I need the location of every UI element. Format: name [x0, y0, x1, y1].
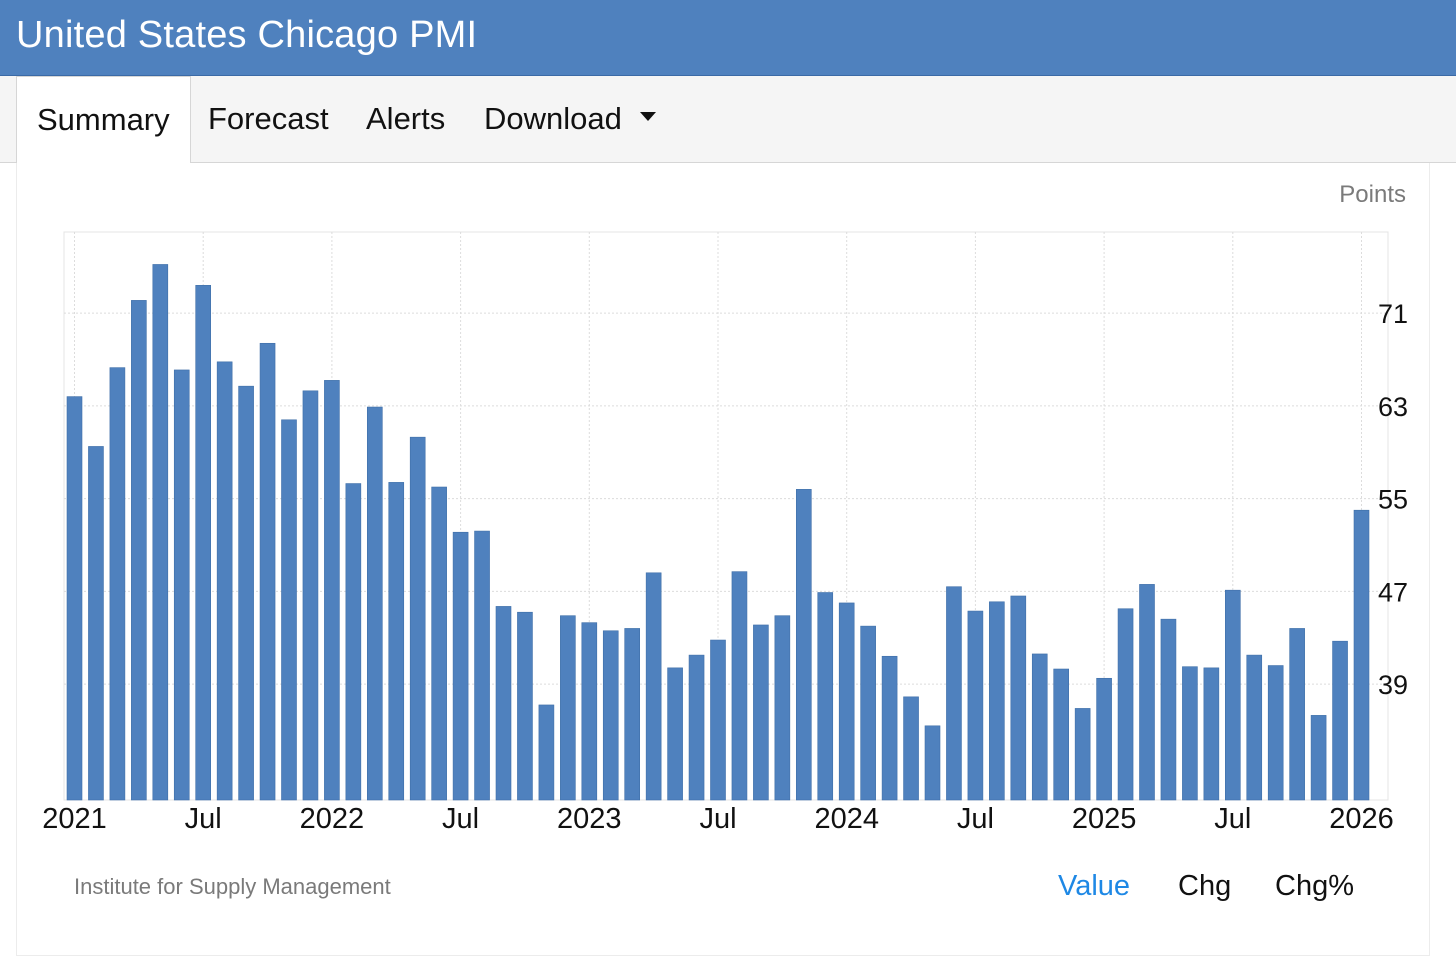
- bar: [1160, 618, 1177, 801]
- bar: [774, 615, 791, 801]
- bar: [538, 704, 555, 801]
- bar: [66, 396, 83, 801]
- x-tick-label: Jul: [185, 803, 222, 835]
- bar: [1031, 653, 1048, 801]
- bar-chart: 39 47 55 63 71 2021 Jul 2022 Jul 2023 Jul 2024 Jul 20…: [42, 181, 1408, 835]
- bar: [1182, 666, 1198, 801]
- bar: [409, 436, 426, 801]
- bar: [645, 572, 662, 801]
- value-option[interactable]: Value: [1058, 870, 1131, 902]
- x-tick-label: Jul: [957, 803, 994, 835]
- bar: [431, 486, 447, 801]
- bar: [581, 622, 598, 801]
- bar: [131, 300, 147, 801]
- bar: [1010, 595, 1027, 801]
- tab-summary-label: Summary: [37, 102, 170, 137]
- bar: [1053, 668, 1069, 801]
- tab-download[interactable]: Download: [484, 76, 656, 162]
- bar: [1074, 708, 1091, 801]
- bar: [1267, 665, 1284, 801]
- bar: [173, 369, 190, 801]
- bar: [967, 610, 984, 801]
- bar: [1310, 715, 1327, 801]
- tab-forecast-label: Forecast: [208, 101, 329, 136]
- bar: [860, 625, 876, 801]
- tab-summary[interactable]: Summary: [16, 76, 191, 163]
- x-tick-label: 2021: [42, 803, 107, 835]
- bar: [924, 725, 941, 801]
- bar: [388, 482, 405, 801]
- bar: [795, 489, 812, 801]
- x-tick-label: 2024: [814, 803, 879, 835]
- y-tick-label: 39: [1378, 670, 1408, 700]
- bar: [817, 592, 834, 801]
- bar: [195, 285, 211, 801]
- y-tick-label: 71: [1378, 299, 1408, 329]
- bar: [517, 611, 533, 801]
- bar: [495, 606, 512, 801]
- x-tick-label: 2026: [1329, 803, 1394, 835]
- x-tick-label: 2023: [557, 803, 622, 835]
- tab-forecast[interactable]: Forecast: [208, 76, 329, 162]
- bar: [1096, 677, 1112, 801]
- tab-download-label: Download: [484, 101, 622, 136]
- bar: [602, 630, 619, 801]
- bar: [152, 264, 169, 801]
- bar: [109, 367, 126, 801]
- bar: [989, 601, 1005, 801]
- caret-down-icon[interactable]: [639, 112, 656, 122]
- unit-label: Points: [1339, 181, 1406, 208]
- bar: [1246, 654, 1263, 801]
- bar: [345, 483, 362, 801]
- x-tick-label: 2022: [300, 803, 365, 835]
- bar: [324, 380, 340, 801]
- bar: [1353, 509, 1370, 801]
- bar: [838, 602, 855, 801]
- bar: [624, 628, 641, 801]
- chart-panel: [16, 163, 1430, 956]
- bar: [903, 696, 919, 801]
- bar: [710, 639, 726, 801]
- bar: [560, 615, 576, 801]
- page-header: United States Chicago PMI: [0, 0, 1456, 76]
- bar: [366, 406, 383, 801]
- bar: [88, 446, 104, 801]
- bar: [1117, 608, 1134, 801]
- y-tick-label: 47: [1378, 577, 1408, 607]
- plot-area: [63, 231, 1389, 801]
- bar: [1225, 589, 1241, 801]
- bar: [946, 586, 962, 801]
- x-tick-label: Jul: [699, 803, 736, 835]
- x-tick-label: Jul: [442, 803, 479, 835]
- y-tick-label: 63: [1378, 392, 1408, 422]
- bar: [881, 655, 898, 801]
- y-tick-label: 55: [1378, 485, 1408, 515]
- tab-bar: Summary Forecast Alerts Download: [0, 76, 1456, 163]
- page-title: United States Chicago PMI: [16, 14, 478, 56]
- bar: [753, 624, 769, 801]
- bar: [1139, 584, 1155, 801]
- x-tick-label: 2025: [1072, 803, 1137, 835]
- bar: [1203, 667, 1220, 801]
- bar: [259, 342, 276, 801]
- bar: [302, 390, 319, 801]
- tab-alerts[interactable]: Alerts: [366, 76, 445, 162]
- bar: [1289, 628, 1305, 801]
- tab-alerts-label: Alerts: [366, 101, 446, 136]
- x-tick-label: Jul: [1214, 803, 1251, 835]
- source-label: Institute for Supply Management: [74, 874, 391, 899]
- bar: [667, 667, 683, 801]
- bar: [731, 571, 748, 801]
- bar: [238, 385, 254, 801]
- bar: [452, 531, 469, 801]
- chg-percent-option[interactable]: Chg%: [1275, 870, 1354, 902]
- chg-option[interactable]: Chg: [1178, 870, 1232, 902]
- bar: [281, 419, 297, 801]
- bar: [688, 654, 705, 801]
- bar: [1332, 640, 1348, 801]
- bar: [216, 361, 233, 801]
- bar: [474, 530, 490, 801]
